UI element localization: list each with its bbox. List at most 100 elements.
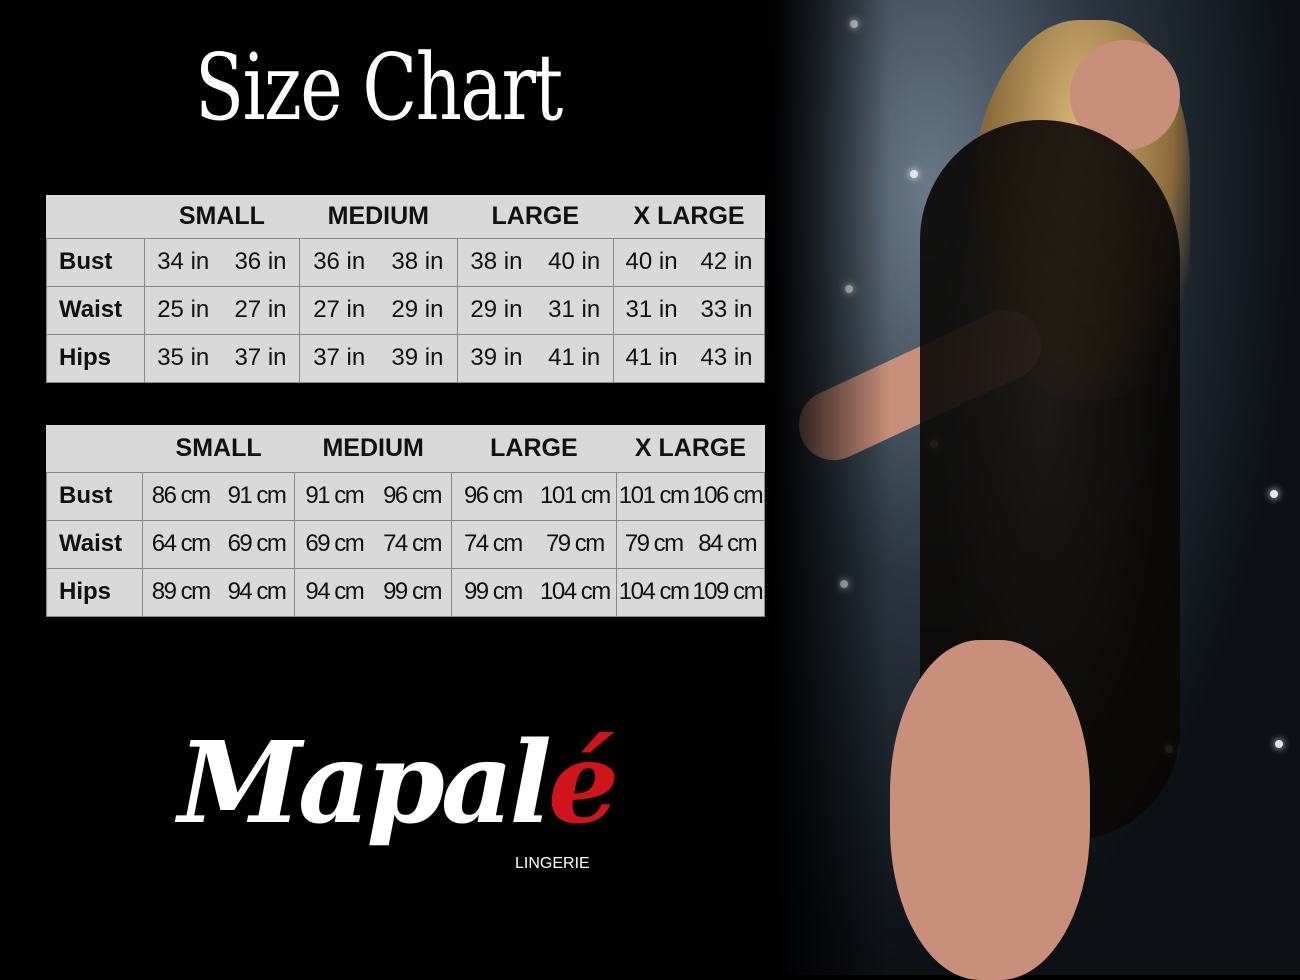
measurement-value: 86 cm [151, 482, 211, 509]
measurement-value: 37 in [234, 344, 287, 371]
measurement-value: 33 in [700, 296, 753, 323]
measurement-value: 74 cm [463, 530, 523, 557]
size-range-cell: 27 in 29 in [299, 285, 458, 335]
measurement-value: 27 in [234, 296, 287, 323]
measurement-value: 89 cm [151, 578, 211, 605]
measurement-value: 35 in [157, 344, 210, 371]
measurement-value: 40 in [625, 248, 678, 275]
table-row: Bust 34 in 36 in 36 in 38 in 38 in 40 in 40 in 4… [46, 237, 765, 287]
measurement-value: 34 in [157, 248, 210, 275]
measurement-label: Waist [46, 285, 145, 335]
brand-logo: Mapalé [178, 718, 619, 849]
size-header: MEDIUM [322, 433, 424, 462]
size-range-cell: 40 in 42 in [613, 237, 765, 287]
size-range-cell: 99 cm 104 cm [450, 567, 617, 617]
size-range-cell: 94 cm 99 cm [294, 567, 452, 617]
measurement-value: 41 in [548, 344, 601, 371]
size-range-cell: 89 cm 94 cm [141, 567, 296, 617]
measurement-value: 96 cm [383, 482, 442, 509]
tufted-button [1270, 490, 1278, 498]
size-range-cell: 36 in 38 in [299, 237, 458, 287]
measurement-value: 29 in [391, 296, 444, 323]
measurement-value: 109 cm [692, 578, 763, 605]
size-range-cell: 41 in 43 in [613, 333, 765, 383]
size-range-cell: 35 in 37 in [143, 333, 301, 383]
tufted-button [910, 170, 918, 178]
tufted-button [1275, 740, 1283, 748]
measurement-value: 38 in [470, 248, 523, 275]
measurement-value: 91 cm [227, 482, 287, 509]
measurement-value: 42 in [700, 248, 753, 275]
measurement-label: Hips [46, 333, 145, 383]
size-table-cm: SMALL MEDIUM LARGE X LARGE Bust 86 cm 91 c… [46, 425, 766, 617]
size-range-cell: 25 in 27 in [143, 285, 301, 335]
measurement-value: 84 cm [698, 530, 757, 557]
measurement-value: 104 cm [618, 578, 690, 605]
size-header: X LARGE [633, 201, 745, 230]
measurement-value: 43 in [700, 344, 753, 371]
brand-subtitle: LINGERIE [515, 855, 590, 872]
measurement-value: 79 cm [545, 530, 605, 557]
measurement-value: 41 in [625, 344, 678, 371]
measurement-value: 40 in [548, 248, 601, 275]
measurement-value: 74 cm [383, 530, 442, 557]
measurement-value: 27 in [313, 296, 366, 323]
measurement-value: 38 in [391, 248, 444, 275]
measurement-value: 101 cm [618, 482, 690, 509]
model-photo [770, 0, 1300, 980]
measurement-value: 106 cm [692, 482, 763, 509]
measurement-value: 99 cm [463, 578, 523, 605]
measurement-value: 39 in [391, 344, 444, 371]
size-range-cell: 101 cm 106 cm [615, 471, 766, 521]
measurement-value: 29 in [470, 296, 523, 323]
measurement-value: 79 cm [624, 530, 684, 557]
size-header: SMALL [178, 201, 265, 230]
measurement-value: 31 in [548, 296, 601, 323]
table-row: Waist 25 in 27 in 27 in 29 in 29 in 31 in 31 in… [46, 285, 765, 335]
size-range-cell: 79 cm 84 cm [615, 519, 766, 569]
measurement-value: 31 in [625, 296, 678, 323]
size-range-cell: 37 in 39 in [299, 333, 458, 383]
measurement-value: 69 cm [227, 530, 287, 557]
size-range-cell: 74 cm 79 cm [450, 519, 617, 569]
measurement-value: 101 cm [540, 482, 611, 509]
measurement-value: 25 in [157, 296, 210, 323]
measurement-value: 99 cm [383, 578, 442, 605]
measurement-value: 37 in [313, 344, 366, 371]
size-range-cell: 86 cm 91 cm [141, 471, 296, 521]
measurement-value: 36 in [234, 248, 287, 275]
measurement-value: 104 cm [540, 578, 611, 605]
size-range-cell: 38 in 40 in [456, 237, 615, 287]
table-row: Hips 35 in 37 in 37 in 39 in 39 in 41 in 41 in 4… [46, 333, 765, 383]
size-header: LARGE [490, 433, 578, 462]
measurement-label: Bust [46, 471, 143, 521]
size-range-cell: 69 cm 74 cm [294, 519, 452, 569]
size-table-inches: SMALL MEDIUM LARGE X LARGE Bust 34 in 36 i… [46, 195, 765, 383]
size-range-cell: 34 in 36 in [143, 237, 301, 287]
measurement-value: 91 cm [305, 482, 364, 509]
measurement-value: 69 cm [305, 530, 364, 557]
size-range-cell: 31 in 33 in [613, 285, 765, 335]
size-header: X LARGE [634, 433, 746, 462]
size-range-cell: 96 cm 101 cm [450, 471, 617, 521]
table-row: Bust 86 cm 91 cm 91 cm 96 cm 96 cm 101 cm 101 c… [46, 471, 766, 521]
measurement-value: 96 cm [463, 482, 523, 509]
size-header: SMALL [175, 433, 262, 462]
measurement-value: 64 cm [151, 530, 211, 557]
size-range-cell: 39 in 41 in [456, 333, 615, 383]
table-row: Hips 89 cm 94 cm 94 cm 99 cm 99 cm 104 cm 104 c… [46, 567, 766, 617]
measurement-label: Bust [46, 237, 145, 287]
size-header: LARGE [491, 201, 580, 230]
size-header: MEDIUM [327, 201, 430, 230]
size-range-cell: 91 cm 96 cm [294, 471, 452, 521]
measurement-value: 94 cm [227, 578, 287, 605]
measurement-label: Waist [46, 519, 143, 569]
page-title: Size Chart [195, 34, 563, 141]
size-range-cell: 64 cm 69 cm [141, 519, 296, 569]
table-row: Waist 64 cm 69 cm 69 cm 74 cm 74 cm 79 cm 79 cm… [46, 519, 766, 569]
size-range-cell: 29 in 31 in [456, 285, 615, 335]
measurement-value: 39 in [470, 344, 523, 371]
measurement-value: 94 cm [305, 578, 364, 605]
measurement-value: 36 in [313, 248, 366, 275]
size-range-cell: 104 cm 109 cm [615, 567, 766, 617]
